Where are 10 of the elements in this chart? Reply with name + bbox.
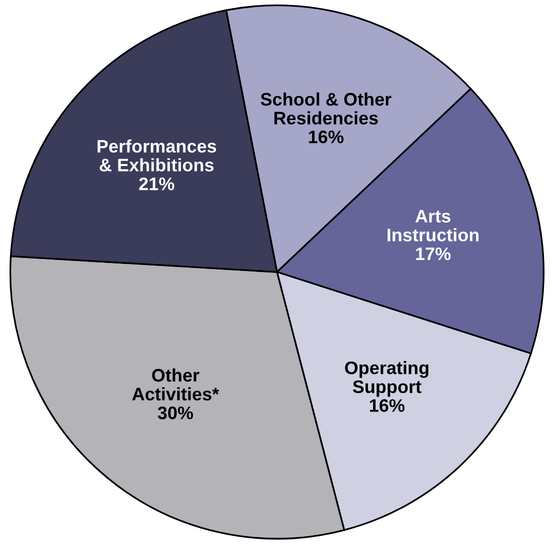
slice-label: Other Activities* xyxy=(132,368,220,400)
data-label: 30% xyxy=(158,406,194,420)
slice-label: School & Other Residencies xyxy=(260,92,392,125)
slice-label: Arts Instruction xyxy=(388,210,479,242)
data-label: 17% xyxy=(416,247,451,260)
slice-label: Operating Support xyxy=(345,361,428,397)
data-label: 16% xyxy=(370,399,405,412)
data-label: 21% xyxy=(139,177,174,190)
slice-label: Performances & Exhibitions xyxy=(98,139,216,172)
data-label: 16% xyxy=(308,130,344,144)
